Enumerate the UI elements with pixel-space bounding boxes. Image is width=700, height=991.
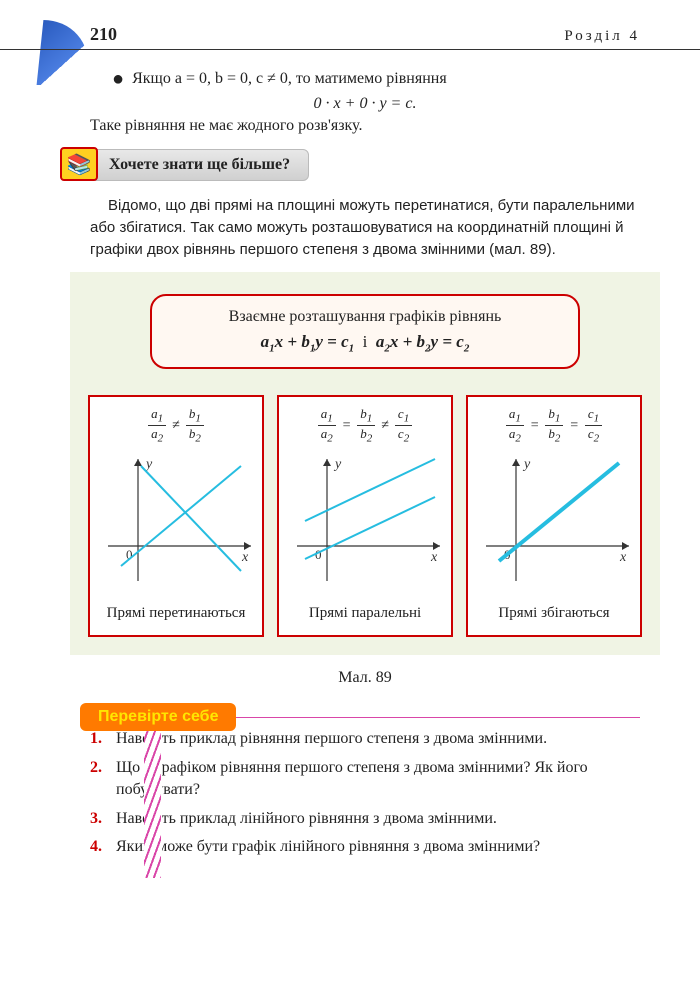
check-yourself-title: Перевірте себе [80, 703, 236, 731]
question-number: 4. [90, 836, 116, 858]
bullet-icon: ● [112, 68, 124, 90]
question-item: 2. Що є графіком рівняння першого степен… [90, 757, 640, 802]
page-header: 210 Розділ 4 [0, 0, 700, 50]
question-number: 2. [90, 757, 116, 802]
question-item: 1. Наведіть приклад рівняння першого сте… [90, 728, 640, 750]
question-item: 3. Наведіть приклад лінійного рівняння з… [90, 808, 640, 830]
mini-graph: y x 0 [474, 451, 634, 591]
question-item: 4. Яким може бути графік лінійного рівня… [90, 836, 640, 858]
centered-equation: 0 · x + 0 · y = c. [90, 95, 640, 113]
know-more-heading: 📚 Хочете знати ще більше? [60, 149, 640, 181]
graph-caption: Прямі паралельні [285, 604, 445, 624]
conclusion-text: Таке рівняння не має жодного розв'язку. [90, 117, 640, 135]
question-text: Що є графіком рівняння першого степеня з… [116, 757, 640, 802]
page-number: 210 [90, 24, 117, 45]
formula-equations: a1x + b1y = c1 і a2x + b2y = c2 [172, 332, 558, 354]
figure-caption: Мал. 89 [90, 669, 640, 687]
graph-card-0: a1a2 ≠ b1b2 y x 0 Прямі перетинаються [88, 395, 264, 638]
svg-text:x: x [619, 550, 627, 565]
graph-caption: Прямі збігаються [474, 604, 634, 624]
mini-graph: y x 0 [285, 451, 445, 591]
graph-card-2: a1a2 = b1b2= c1c2 y x 0 Прямі збігаються [466, 395, 642, 638]
question-number: 3. [90, 808, 116, 830]
question-list: 1. Наведіть приклад рівняння першого сте… [90, 728, 640, 858]
page-content: ● Якщо a = 0, b = 0, c ≠ 0, то матимемо … [0, 50, 700, 858]
question-text: Наведіть приклад лінійного рівняння з дв… [116, 808, 640, 830]
svg-text:x: x [241, 550, 249, 565]
section-label: Розділ 4 [564, 28, 640, 45]
books-icon: 📚 [60, 147, 98, 181]
question-text: Яким може бути графік лінійного рівняння… [116, 836, 640, 858]
know-more-title: Хочете знати ще більше? [90, 149, 309, 181]
svg-text:y: y [522, 457, 531, 472]
bullet-paragraph: ● Якщо a = 0, b = 0, c ≠ 0, то матимемо … [112, 68, 640, 91]
question-text: Наведіть приклад рівняння першого степен… [116, 728, 640, 750]
graph-card-1: a1a2 = b1b2≠ c1c2 y x 0 Прямі паралельні [277, 395, 453, 638]
svg-text:y: y [333, 457, 342, 472]
formula-box: Взаємне розташування графіків рівнянь a1… [150, 294, 580, 368]
figure-panel: Взаємне розташування графіків рівнянь a1… [70, 272, 660, 655]
check-yourself-section: Перевірте себе 1. Наведіть приклад рівня… [90, 703, 640, 858]
bullet-text: Якщо a = 0, b = 0, c ≠ 0, то матимемо рі… [132, 70, 447, 87]
formula-title: Взаємне розташування графіків рівнянь [172, 308, 558, 326]
graph-caption: Прямі перетинаються [96, 604, 256, 624]
condition: a1a2 ≠ b1b2 [96, 407, 256, 445]
question-number: 1. [90, 728, 116, 750]
svg-text:x: x [430, 550, 438, 565]
graphs-row: a1a2 ≠ b1b2 y x 0 Прямі перетинаються a1… [88, 395, 642, 638]
condition: a1a2 = b1b2≠ c1c2 [285, 407, 445, 445]
mini-graph: y x 0 [96, 451, 256, 591]
know-more-paragraph: Відомо, що дві прямі на площині можуть п… [90, 195, 640, 260]
condition: a1a2 = b1b2= c1c2 [474, 407, 634, 445]
